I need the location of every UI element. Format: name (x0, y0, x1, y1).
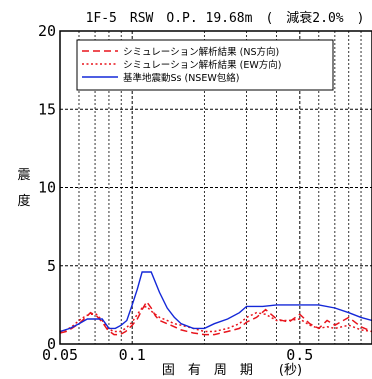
legend-label: シミュレーション解析結果 (NS方向) (123, 46, 279, 58)
legend-label: 基準地震動Ss (NSEW包絡) (123, 72, 239, 84)
series-line-1 (59, 300, 372, 336)
legend-box (76, 39, 334, 91)
y-axis-label: 震 度 (15, 168, 31, 207)
y-tick-label: 15 (38, 100, 56, 118)
chart-title: 1F-5 RSW O.P. 19.68m ( 減衰2.0% ) (86, 10, 365, 26)
y-tick-label: 20 (38, 22, 56, 40)
x-axis-label: 固 有 周 期 (秒) (162, 363, 302, 378)
legend: シミュレーション解析結果 (NS方向)シミュレーション解析結果 (EW方向)基準… (76, 39, 334, 91)
x-tick-label: 0.1 (119, 346, 146, 364)
tick-labels: 0 5 10 15 20 0.05 0.1 0.5 (38, 22, 313, 364)
series-line-3 (59, 271, 372, 333)
y-tick-label: 10 (38, 179, 56, 197)
series-layer (59, 271, 372, 336)
plot-frame (59, 30, 372, 345)
series-line-2 (59, 305, 372, 333)
legend-label: シミュレーション解析結果 (EW方向) (123, 59, 281, 71)
y-tick-label: 5 (47, 257, 56, 275)
x-tick-label: 0.5 (286, 346, 313, 364)
x-tick-label: 0.05 (42, 346, 78, 364)
y-tick-label: 0 (47, 335, 56, 353)
